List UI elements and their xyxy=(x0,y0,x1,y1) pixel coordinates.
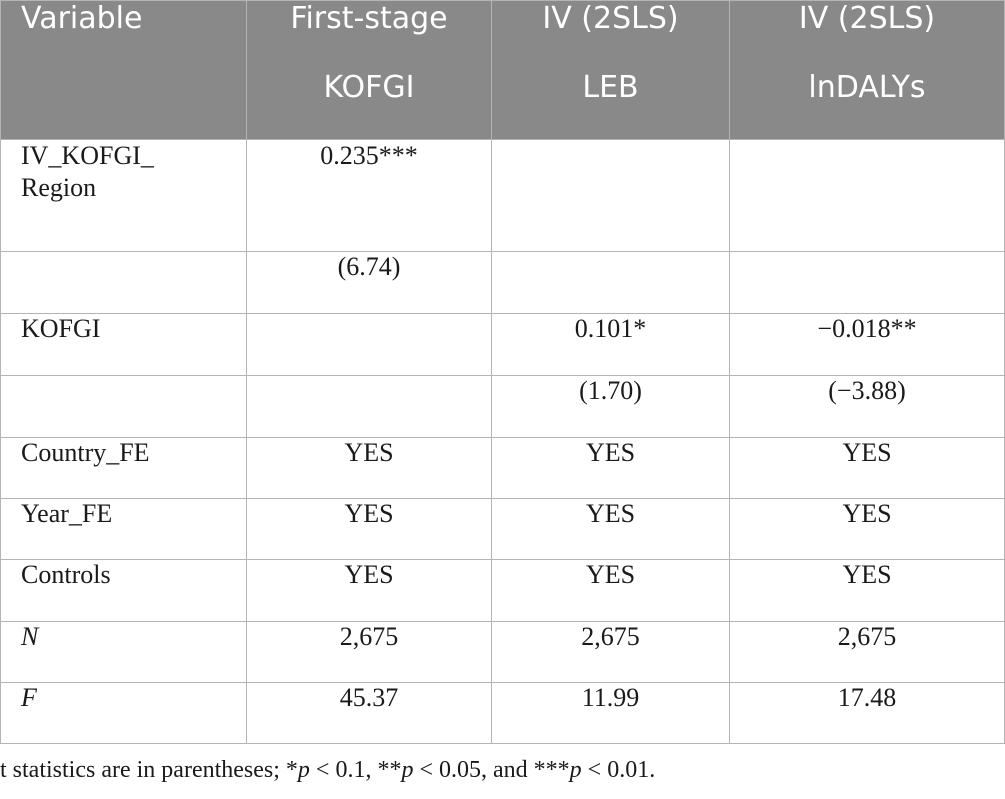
header-first-stage: First-stage xyxy=(246,0,492,70)
cell-first-stage xyxy=(246,375,492,438)
cell-lndalys: YES xyxy=(729,559,1005,622)
cell-first-stage xyxy=(246,313,492,376)
cell-leb: YES xyxy=(491,498,730,560)
row-label xyxy=(0,375,247,438)
footnote-threshold-3: < 0.01. xyxy=(581,757,656,783)
table-row: (6.74) xyxy=(0,251,1005,314)
row-label-line1: IV_KOFGI_ xyxy=(21,141,154,170)
footnote-threshold-2: < 0.05, and *** xyxy=(413,757,570,783)
row-label: Country_FE xyxy=(0,437,247,499)
row-label-line2: Region xyxy=(21,173,97,202)
header-kofgi: KOFGI xyxy=(246,70,492,140)
cell-first-stage: (6.74) xyxy=(246,251,492,314)
footnote-p-symbol: p xyxy=(297,757,310,783)
row-label xyxy=(0,251,247,314)
table-row: IV_KOFGI_ Region 0.235*** xyxy=(0,139,1005,252)
table-row: (1.70) (−3.88) xyxy=(0,375,1005,438)
cell-first-stage: 2,675 xyxy=(246,621,492,683)
header-iv-2sls-lndalys: IV (2SLS) xyxy=(729,0,1005,70)
cell-first-stage: 45.37 xyxy=(246,682,492,744)
cell-leb xyxy=(491,251,730,314)
cell-lndalys xyxy=(729,139,1005,252)
row-label: N xyxy=(0,621,247,683)
header-leb: LEB xyxy=(491,70,730,140)
table-header: Variable First-stage IV (2SLS) IV (2SLS)… xyxy=(0,0,1005,140)
cell-leb: YES xyxy=(491,437,730,499)
cell-leb xyxy=(491,139,730,252)
row-label: KOFGI xyxy=(0,313,247,376)
cell-first-stage: YES xyxy=(246,559,492,622)
header-iv-2sls-leb: IV (2SLS) xyxy=(491,0,730,70)
table-footnote: t statistics are in parentheses; *p < 0.… xyxy=(0,757,655,784)
footnote-p-symbol: p xyxy=(401,757,414,783)
footnote-p-symbol: p xyxy=(569,757,582,783)
table-row: Year_FE YES YES YES xyxy=(0,498,1005,560)
table-row: Controls YES YES YES xyxy=(0,559,1005,622)
table-row: Country_FE YES YES YES xyxy=(0,437,1005,499)
cell-lndalys: −0.018** xyxy=(729,313,1005,376)
row-label: Controls xyxy=(0,559,247,622)
cell-first-stage: 0.235*** xyxy=(246,139,492,252)
results-table: Variable First-stage IV (2SLS) IV (2SLS)… xyxy=(0,0,1005,744)
header-lndalys: lnDALYs xyxy=(729,70,1005,140)
row-label: Year_FE xyxy=(0,498,247,560)
table-row: N 2,675 2,675 2,675 xyxy=(0,621,1005,683)
header-row-2: KOFGI LEB lnDALYs xyxy=(1,70,1005,140)
cell-lndalys: YES xyxy=(729,498,1005,560)
table-row: KOFGI 0.101* −0.018** xyxy=(0,313,1005,376)
cell-leb: YES xyxy=(491,559,730,622)
row-label: F xyxy=(0,682,247,744)
cell-first-stage: YES xyxy=(246,498,492,560)
table-row: F 45.37 11.99 17.48 xyxy=(0,682,1005,744)
row-label: IV_KOFGI_ Region xyxy=(0,139,247,252)
header-row-1: Variable First-stage IV (2SLS) IV (2SLS) xyxy=(0,0,1005,140)
cell-leb: 0.101* xyxy=(491,313,730,376)
footnote-lead: t statistics are in parentheses; * xyxy=(0,757,298,783)
cell-lndalys: YES xyxy=(729,437,1005,499)
footnote-threshold-1: < 0.1, ** xyxy=(309,757,402,783)
cell-lndalys: (−3.88) xyxy=(729,375,1005,438)
header-variable: Variable xyxy=(0,0,247,140)
cell-leb: (1.70) xyxy=(491,375,730,438)
cell-lndalys: 2,675 xyxy=(729,621,1005,683)
cell-first-stage: YES xyxy=(246,437,492,499)
cell-leb: 2,675 xyxy=(491,621,730,683)
cell-lndalys: 17.48 xyxy=(729,682,1005,744)
table-body: IV_KOFGI_ Region 0.235*** (6.74) KOFGI 0… xyxy=(0,139,1005,744)
cell-leb: 11.99 xyxy=(491,682,730,744)
cell-lndalys xyxy=(729,251,1005,314)
